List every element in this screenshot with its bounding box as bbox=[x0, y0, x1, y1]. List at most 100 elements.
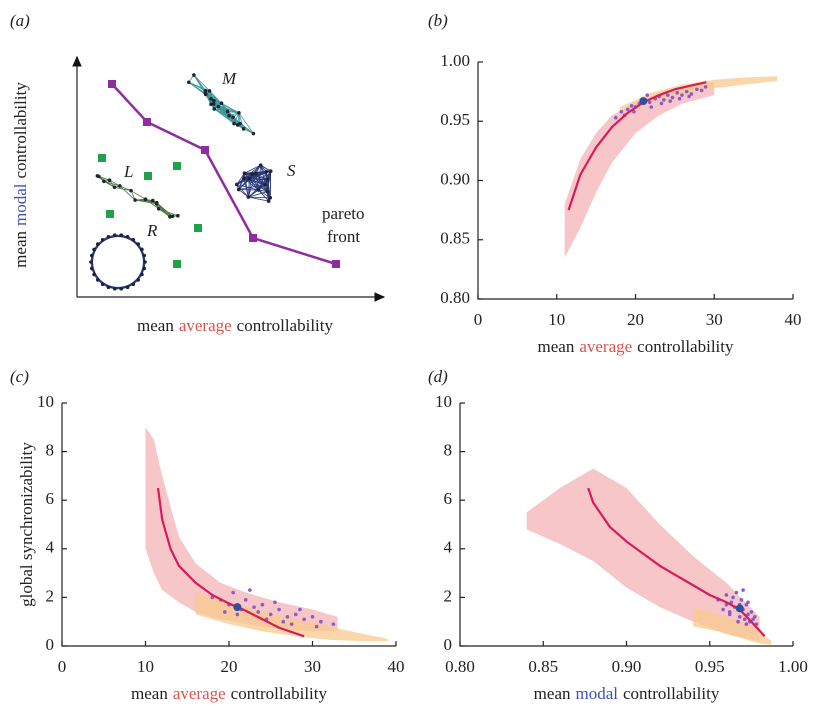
scatter-point bbox=[724, 593, 729, 597]
net-edge bbox=[249, 178, 259, 191]
scatter-point bbox=[739, 598, 744, 602]
net-edge bbox=[238, 189, 249, 198]
net-node bbox=[246, 195, 251, 199]
y-tick-label: 6 bbox=[46, 489, 55, 508]
net-edge bbox=[255, 170, 271, 174]
trend-line bbox=[156, 487, 305, 638]
net-edge bbox=[141, 255, 145, 275]
net-node bbox=[92, 247, 96, 252]
net-node bbox=[265, 189, 270, 194]
scatter-point bbox=[680, 93, 684, 97]
net-edge bbox=[193, 74, 210, 92]
scatter-point bbox=[699, 88, 704, 93]
x-tick-label: 30 bbox=[304, 657, 321, 676]
net-node bbox=[216, 104, 221, 109]
schematic-axes bbox=[72, 55, 386, 302]
net-node bbox=[156, 206, 161, 211]
x-axis-label: mean average controllability bbox=[538, 337, 734, 356]
scatter-point bbox=[289, 622, 294, 626]
x-axis-label-part: average bbox=[179, 316, 232, 335]
x-axis-label-part: controllability bbox=[637, 337, 734, 356]
x-axis-label-part: controllability bbox=[237, 316, 334, 335]
scatter-point bbox=[252, 605, 256, 609]
y-tick-label: 2 bbox=[46, 586, 55, 605]
scatter-point bbox=[331, 622, 336, 626]
net-edge bbox=[221, 103, 230, 116]
net-node bbox=[251, 131, 256, 136]
net-node bbox=[150, 198, 155, 203]
y-axis-label-part: controllability bbox=[11, 82, 30, 179]
scatter-point bbox=[662, 98, 666, 102]
panel-label: (a) bbox=[10, 11, 30, 30]
net-node bbox=[231, 115, 235, 120]
scatter-point bbox=[223, 610, 227, 614]
y-axis-label: mean modal controllability bbox=[11, 82, 30, 268]
scatter-point bbox=[248, 588, 252, 592]
net-node bbox=[256, 188, 261, 192]
scatter-point bbox=[703, 85, 708, 89]
x-tick-label: 30 bbox=[706, 310, 723, 329]
net-node bbox=[106, 234, 111, 239]
net-node bbox=[237, 111, 241, 115]
scatter-point bbox=[614, 115, 618, 120]
net-node bbox=[203, 91, 208, 96]
y-tick-label: 0.90 bbox=[440, 169, 470, 188]
scatter-point bbox=[665, 93, 670, 97]
scatter-point bbox=[684, 89, 689, 94]
scatter-point bbox=[273, 600, 277, 605]
scatter-point bbox=[746, 600, 750, 605]
net-node bbox=[95, 242, 100, 246]
x-axis-label: mean average controllability bbox=[131, 684, 327, 703]
net-edge bbox=[156, 202, 173, 217]
net-edge bbox=[248, 196, 271, 199]
panel-label: (d) bbox=[428, 367, 448, 386]
net-node bbox=[235, 123, 240, 127]
annotation: front bbox=[327, 227, 360, 246]
y-tick-label: 8 bbox=[444, 441, 453, 460]
scatter-point bbox=[632, 109, 636, 114]
annotation: L bbox=[123, 162, 133, 181]
net-edge bbox=[236, 184, 249, 198]
net-node bbox=[266, 199, 271, 203]
scatter-point bbox=[670, 95, 675, 100]
x-axis-label-part: mean bbox=[538, 337, 575, 356]
net-node bbox=[119, 233, 124, 237]
net-node bbox=[241, 127, 246, 131]
scatter-point bbox=[243, 598, 248, 602]
net-node bbox=[140, 272, 144, 277]
y-tick-label: 0.80 bbox=[440, 288, 470, 307]
net-edge bbox=[130, 190, 146, 200]
net-edge bbox=[255, 173, 268, 192]
scatter-point bbox=[749, 610, 754, 614]
net-edge bbox=[238, 178, 245, 190]
net-node bbox=[100, 237, 105, 242]
scatter-point bbox=[310, 615, 315, 619]
scatter-point bbox=[314, 624, 319, 629]
scatter-point bbox=[689, 92, 694, 96]
y-tick-label: 8 bbox=[46, 441, 55, 460]
scatter-point bbox=[751, 617, 755, 622]
scatter-point bbox=[731, 595, 735, 600]
net-node bbox=[129, 188, 133, 193]
net-edge bbox=[258, 189, 269, 202]
x-tick-label: 0 bbox=[58, 657, 67, 676]
scatter-point bbox=[629, 104, 634, 108]
x-tick-label: 10 bbox=[137, 657, 154, 676]
x-axis-label-part: mean bbox=[131, 684, 168, 703]
scatter-point bbox=[268, 612, 273, 617]
y-axis-label-part: mean bbox=[11, 231, 30, 268]
spread-band bbox=[145, 427, 338, 632]
scatter-point bbox=[695, 87, 699, 92]
x-axis-label: mean modal controllability bbox=[534, 684, 720, 703]
y-tick-label: 4 bbox=[46, 538, 55, 557]
y-axis-label: global synchronizability bbox=[17, 442, 36, 607]
net-node bbox=[268, 169, 273, 173]
net-node bbox=[176, 213, 180, 218]
scatter-point bbox=[746, 612, 750, 617]
scatter-point bbox=[687, 94, 691, 99]
panel-label: (c) bbox=[10, 367, 29, 386]
scatter-point bbox=[741, 588, 745, 592]
scatter-point bbox=[302, 617, 306, 622]
scatter-point bbox=[625, 107, 630, 112]
